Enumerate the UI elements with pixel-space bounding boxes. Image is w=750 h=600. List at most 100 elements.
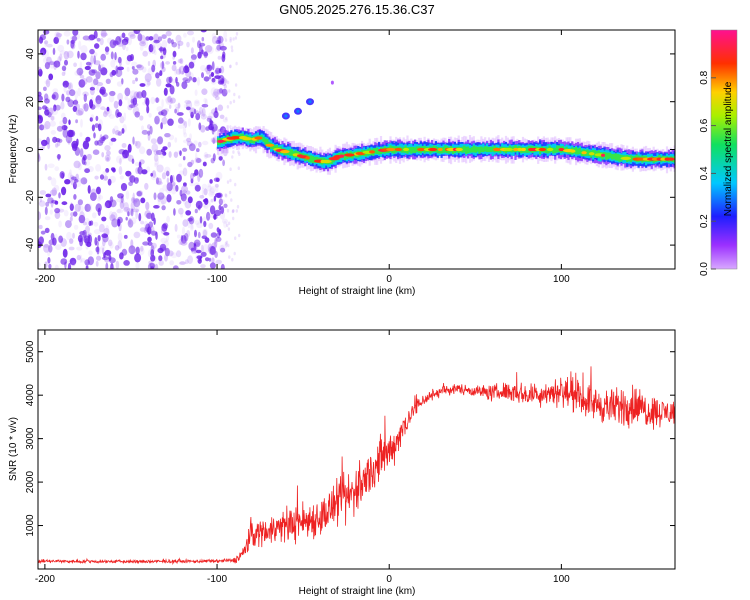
spectrogram-noise-speck (238, 233, 241, 238)
spectrogram-noise-speck (205, 257, 210, 262)
spectrogram-noise-speck (216, 44, 222, 51)
spectrogram-noise-speck (135, 204, 140, 213)
spectrogram-noise-speck (228, 255, 231, 259)
spectrogram-noise-speck (64, 179, 71, 185)
spectrogram-noise-speck (200, 65, 206, 71)
spectrogram-noise-speck (80, 52, 87, 61)
spectrogram-noise-speck (209, 262, 216, 269)
spectrogram-noise-speck (147, 241, 153, 246)
spectrogram-noise-speck (206, 64, 211, 69)
spectrogram-noise-speck (79, 211, 85, 221)
spectrogram-noise-speck (121, 32, 126, 39)
spectrogram-noise-speck (163, 113, 167, 118)
spectrogram-noise-speck (164, 166, 171, 175)
spectrogram-y-tick-label: 0 (25, 146, 36, 152)
spectrogram-noise-speck (214, 95, 220, 101)
spectrogram-noise-speck (208, 74, 212, 80)
snr-frame (37, 329, 676, 570)
spectrogram-noise-speck (54, 31, 59, 38)
spectrogram-noise-speck (161, 172, 167, 180)
spectrogram-noise-speck (226, 105, 230, 109)
spectrogram-noise-speck (67, 82, 72, 90)
spectrogram-noise-speck (82, 140, 90, 150)
spectrogram-noise-speck (190, 159, 195, 165)
spectrogram-noise-speck (95, 246, 102, 255)
spectrogram-noise-speck (104, 200, 112, 209)
spectrogram-noise-speck (91, 69, 98, 74)
spectrogram-secondary-blob (330, 80, 334, 85)
spectrogram-noise-speck (95, 164, 102, 172)
spectrogram-track-cell (593, 150, 597, 157)
spectrogram-track-cell (470, 147, 473, 153)
spectrogram-noise-speck (165, 83, 172, 88)
spectrogram-noise-speck (86, 153, 92, 161)
snr-x-tick-label: -100 (207, 574, 227, 585)
spectrogram-noise-speck (95, 95, 102, 105)
spectrogram-noise-speck (116, 155, 123, 164)
spectrogram-noise-speck (209, 246, 216, 256)
spectrogram-noise-speck (184, 99, 192, 105)
spectrogram-noise-speck (88, 250, 93, 256)
spectrogram-noise-speck (52, 47, 56, 56)
spectrogram-track-cell (415, 146, 419, 152)
spectrogram-noise-speck (38, 224, 43, 230)
spectrogram-noise-speck (40, 230, 46, 235)
spectrogram-noise-speck (94, 175, 99, 180)
spectrogram-noise-speck (190, 172, 194, 181)
spectrogram-noise-speck (46, 43, 53, 48)
spectrogram-noise-speck (130, 201, 136, 211)
spectrogram-noise-speck (155, 177, 162, 185)
spectrogram-noise-speck (109, 211, 114, 219)
spectrogram-noise-speck (170, 97, 176, 104)
spectrogram-noise-speck (175, 184, 179, 192)
spectrogram-noise-speck (197, 76, 200, 86)
spectrogram-noise-speck (146, 166, 151, 173)
spectrogram-noise-speck (108, 257, 116, 264)
spectrogram-noise-speck (133, 91, 140, 99)
spectrogram-noise-speck (89, 86, 95, 91)
spectrogram-noise-speck (78, 40, 82, 50)
spectrogram-noise-speck (160, 151, 165, 159)
spectrogram-noise-speck (213, 88, 221, 97)
spectrogram-noise-speck (54, 211, 61, 220)
spectrogram-noise-speck (92, 212, 97, 219)
spectrogram-noise-speck (108, 94, 115, 103)
spectrogram-noise-speck (63, 30, 71, 37)
spectrogram-noise-speck (218, 204, 222, 211)
spectrogram-noise-speck (209, 179, 213, 184)
spectrogram-noise-speck (153, 39, 160, 44)
spectrogram-noise-speck (69, 202, 73, 210)
spectrogram-noise-speck (138, 213, 142, 222)
spectrogram-noise-speck (186, 106, 191, 111)
spectrogram-noise-speck (225, 89, 228, 93)
spectrogram-noise-speck (93, 30, 98, 39)
spectrogram-noise-speck (197, 172, 201, 183)
spectrogram-noise-speck (81, 78, 88, 85)
spectrogram-noise-speck (119, 42, 125, 47)
spectrogram-noise-speck (198, 168, 204, 178)
spectrogram-noise-speck (47, 257, 51, 264)
spectrogram-noise-speck (189, 224, 194, 231)
spectrogram-noise-speck (48, 73, 54, 81)
spectrogram-noise-speck (217, 55, 222, 60)
spectrogram-noise-speck (175, 68, 182, 75)
spectrogram-noise-speck (132, 136, 135, 145)
spectrogram-noise-speck (140, 197, 146, 204)
spectrogram-noise-speck (215, 40, 221, 44)
spectrogram-noise-speck (219, 244, 225, 253)
spectrogram-noise-speck (188, 143, 196, 152)
spectrogram-noise-speck (198, 141, 202, 148)
spectrogram-track-cell (313, 157, 316, 163)
spectrogram-track-cell (290, 149, 294, 156)
spectrogram-noise-speck (104, 46, 110, 53)
spectrogram-noise-speck (137, 166, 143, 175)
spectrogram-noise-speck (104, 202, 110, 209)
spectrogram-noise-speck (128, 104, 136, 109)
spectrogram-track-cell (262, 137, 265, 142)
spectrogram-noise-speck (59, 53, 63, 61)
snr-y-tick-label: 2000 (25, 471, 36, 494)
spectrogram-noise-speck (82, 221, 87, 226)
spectrogram-noise-speck (131, 66, 135, 70)
spectrogram-noise-speck (169, 85, 175, 95)
spectrogram-noise-speck (65, 220, 72, 229)
